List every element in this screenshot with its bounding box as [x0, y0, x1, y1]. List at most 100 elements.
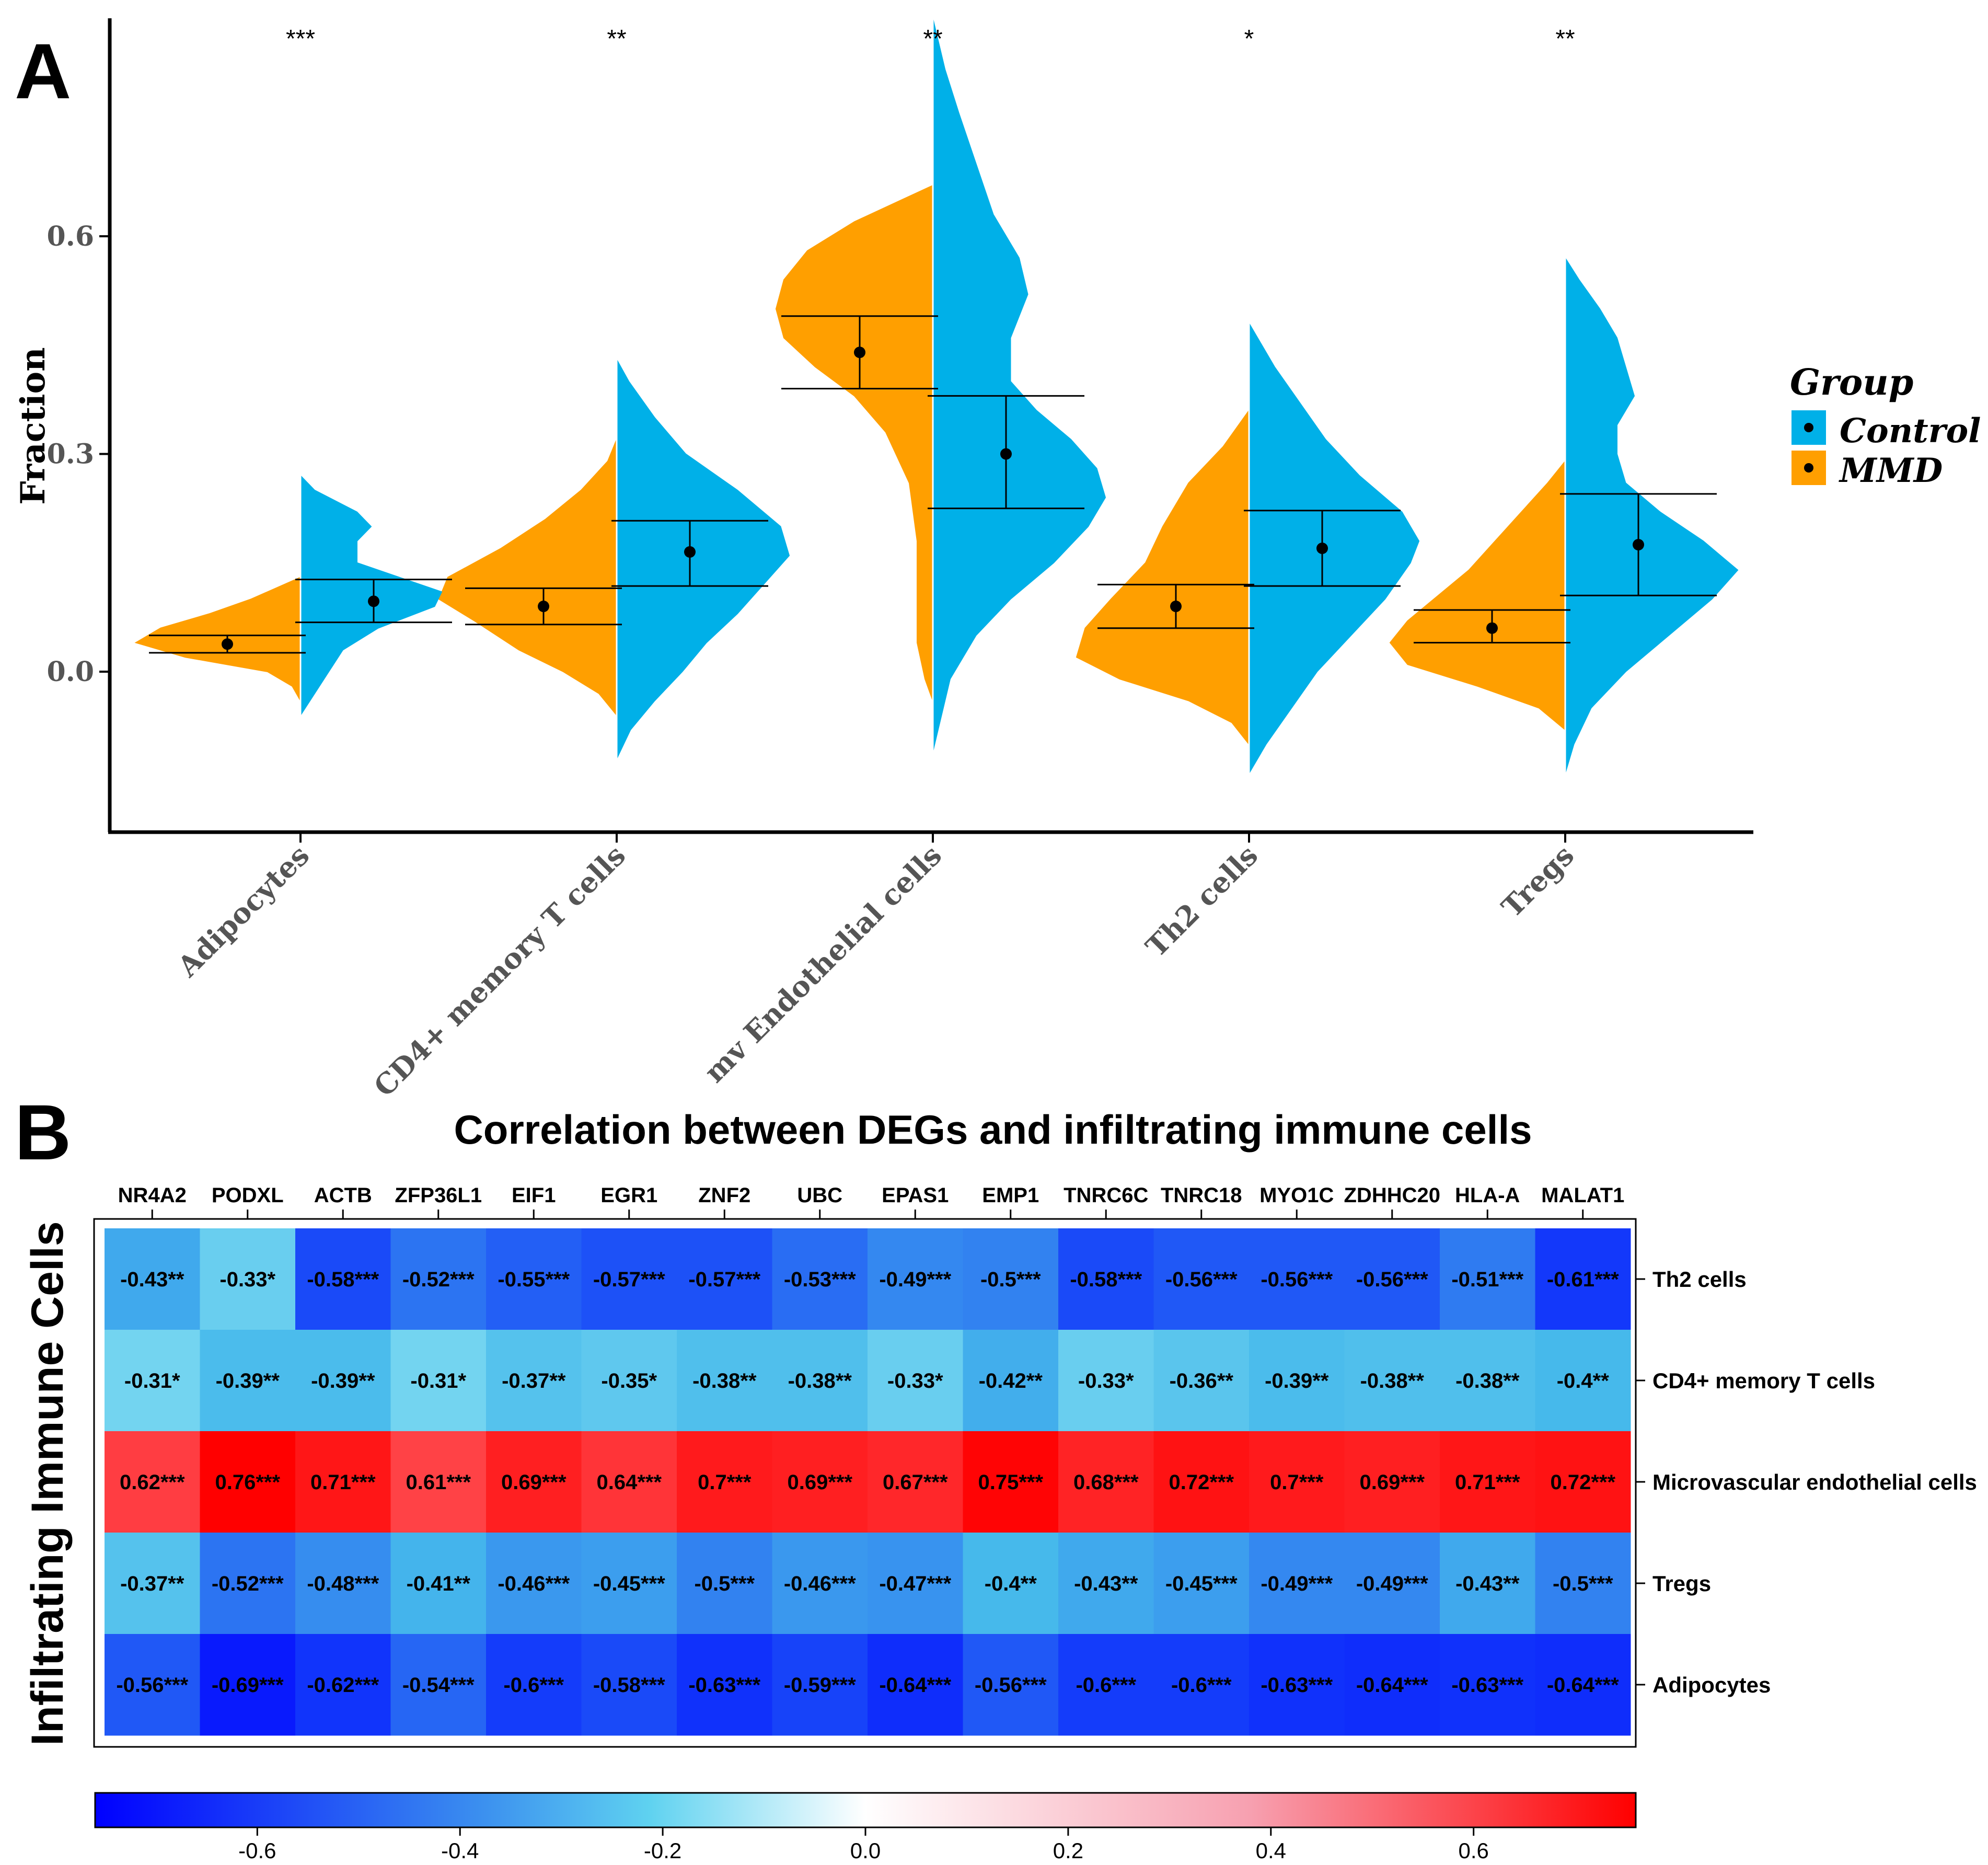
heatmap-cell-label: 0.7*** — [698, 1471, 752, 1494]
heatmap-cell-label: -0.56*** — [1356, 1268, 1428, 1291]
heatmap-cell — [390, 1228, 487, 1330]
heatmap-cell-label: -0.31* — [124, 1369, 180, 1392]
legend-dot-control — [1804, 423, 1813, 432]
mean-point-control-2 — [1000, 448, 1012, 460]
heatmap-cell-label: 0.72*** — [1550, 1471, 1615, 1494]
heatmap-cell-label: -0.56*** — [975, 1674, 1047, 1697]
heatmap-cell-label: -0.36** — [1170, 1369, 1234, 1392]
heatmap-cell — [486, 1431, 582, 1533]
heatmap-cell — [486, 1634, 582, 1736]
heatmap-cell-label: -0.31* — [410, 1369, 466, 1392]
heatmap-cell — [677, 1634, 772, 1736]
heatmap-cell — [963, 1634, 1059, 1736]
heatmap-cell-label: -0.49*** — [1356, 1572, 1428, 1595]
heatmap-cell — [105, 1533, 200, 1634]
heatmap-cell-label: -0.64*** — [1547, 1674, 1619, 1697]
heatmap-cell — [677, 1431, 772, 1533]
heatmap-cell — [390, 1533, 487, 1634]
significance-mark: * — [1244, 25, 1254, 53]
heatmap-cell — [1249, 1431, 1345, 1533]
heatmap-cell — [772, 1228, 868, 1330]
mean-point-control-4 — [1633, 539, 1644, 551]
heatmap-cell — [1344, 1330, 1440, 1432]
heatmap-cell-label: -0.64*** — [879, 1674, 951, 1697]
heatmap-cell-label: -0.33* — [1078, 1369, 1134, 1392]
heatmap-cell-label: -0.56*** — [116, 1674, 188, 1697]
mean-point-mmd-3 — [1170, 601, 1182, 613]
panel-a-letter: A — [15, 27, 71, 115]
heatmap-cell — [772, 1634, 868, 1736]
heatmap-cell — [1058, 1330, 1154, 1432]
heatmap-cell-label: -0.37** — [120, 1572, 184, 1595]
heatmap-cell — [1535, 1533, 1631, 1634]
heatmap-cell-label: -0.5*** — [980, 1268, 1041, 1291]
heatmap-frame — [93, 1218, 1637, 1748]
heatmap-cell — [105, 1634, 200, 1736]
heatmap-cell — [1153, 1533, 1250, 1634]
row-label: CD4+ memory T cells — [1652, 1368, 1875, 1393]
colorbar — [94, 1792, 1637, 1828]
heatmap-cell-label: -0.69*** — [212, 1674, 284, 1697]
heatmap-cell — [677, 1228, 772, 1330]
heatmap-cell-label: 0.69*** — [787, 1471, 852, 1494]
panel-b-heatmap: Correlation between DEGs and infiltratin… — [22, 1107, 1977, 1863]
heatmap-cell-label: 0.62*** — [120, 1471, 185, 1494]
heatmap-cell — [1344, 1634, 1440, 1736]
heatmap-cell — [295, 1431, 391, 1533]
heatmap-cell — [1058, 1431, 1154, 1533]
heatmap-cell-label: -0.33* — [219, 1268, 275, 1291]
column-label: ZFP36L1 — [395, 1184, 482, 1207]
violin-mmd-2 — [775, 185, 933, 701]
heatmap-cell — [772, 1330, 868, 1432]
heatmap-cell — [581, 1634, 677, 1736]
heatmap-cell — [1153, 1228, 1250, 1330]
violin-control-3 — [1249, 321, 1420, 776]
colorbar-tick-label: 0.4 — [1256, 1838, 1286, 1863]
heatmap-y-label: Infiltrating Immune Cells — [22, 1221, 73, 1745]
y-ticks: 0.0 0.3 0.6 — [47, 221, 110, 688]
violin-mmd-0 — [134, 576, 301, 703]
heatmap-cell — [105, 1330, 200, 1432]
heatmap-cell-label: -0.53*** — [784, 1268, 856, 1291]
column-label: EIF1 — [512, 1184, 556, 1207]
row-label: Adipocytes — [1652, 1673, 1771, 1697]
heatmap-cell — [868, 1533, 963, 1634]
heatmap-cell — [581, 1330, 677, 1432]
mean-point-control-3 — [1316, 542, 1328, 554]
column-labels: NR4A2 PODXL ACTB ZFP36L1 EIF1 EGR1 ZNF2 UBC EPAS… — [118, 1184, 1624, 1219]
heatmap-cell-label: -0.56*** — [1261, 1268, 1333, 1291]
heatmap-cell — [1440, 1533, 1535, 1634]
row-label: Tregs — [1652, 1571, 1711, 1596]
legend-title: Group — [1790, 362, 1913, 404]
column-label: MALAT1 — [1541, 1184, 1624, 1207]
heatmap-cell — [963, 1431, 1059, 1533]
heatmap-cell — [1440, 1228, 1535, 1330]
column-label: ZDHHC20 — [1344, 1184, 1440, 1207]
mean-point-mmd-4 — [1486, 622, 1498, 634]
heatmap-cell — [677, 1533, 772, 1634]
heatmap-cell-label: -0.42** — [979, 1369, 1043, 1392]
heatmap-cell-label: -0.39** — [216, 1369, 280, 1392]
violin-control-4 — [1565, 256, 1739, 774]
column-label: NR4A2 — [118, 1184, 187, 1207]
heatmap-cell — [1440, 1330, 1535, 1432]
heatmap-cell-label: -0.38** — [788, 1369, 852, 1392]
column-label: TNRC6C — [1064, 1184, 1148, 1207]
heatmap-cell-label: -0.39** — [311, 1369, 375, 1392]
y-tick-label: 0.6 — [47, 221, 94, 252]
heatmap-cell-label: -0.39** — [1265, 1369, 1329, 1392]
heatmap-cell — [677, 1330, 772, 1432]
heatmap-cell — [868, 1228, 963, 1330]
heatmap-cell-label: -0.49*** — [1261, 1572, 1333, 1595]
heatmap-cell — [581, 1431, 677, 1533]
column-label: EPAS1 — [882, 1184, 949, 1207]
heatmap-cell-label: -0.38** — [1360, 1369, 1425, 1392]
heatmap-cell-label: 0.72*** — [1169, 1471, 1234, 1494]
heatmap-cell-label: -0.57*** — [593, 1268, 665, 1291]
heatmap-cell — [963, 1533, 1059, 1634]
heatmap-cell — [868, 1634, 963, 1736]
column-label: ACTB — [314, 1184, 372, 1207]
significance-mark: ** — [607, 25, 626, 53]
heatmap-cell-label: -0.55*** — [498, 1268, 570, 1291]
panel-b-letter: B — [15, 1088, 71, 1176]
